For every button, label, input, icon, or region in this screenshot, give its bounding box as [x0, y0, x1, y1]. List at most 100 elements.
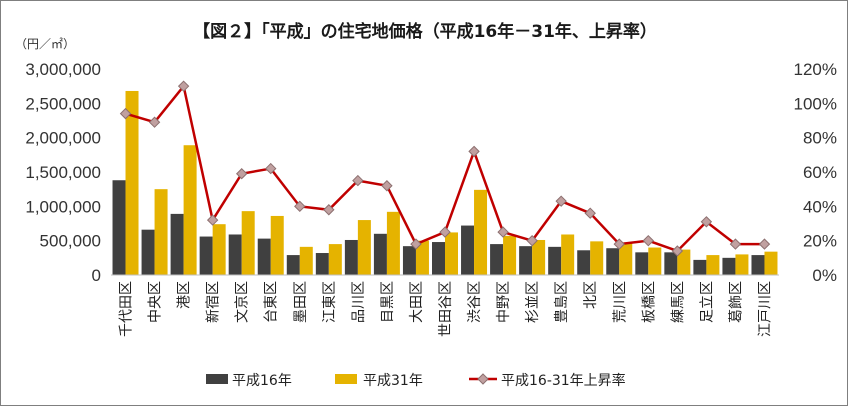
bar-h16 — [286, 255, 300, 275]
bar-h31 — [125, 90, 139, 276]
y-left-tick-label: 1,500,000 — [25, 163, 101, 182]
rate-marker — [758, 238, 771, 250]
rate-marker — [613, 238, 625, 250]
bar-h16 — [344, 239, 358, 275]
y-left-tick-labels: 0 500,000 1,000,000 1,500,000 2,000,000 2,500… — [25, 60, 101, 285]
bar-h16 — [577, 250, 591, 275]
y-right-tick-label: 40% — [803, 197, 837, 216]
category-label: 墨田区 — [293, 281, 309, 323]
category-label: 豊島区 — [554, 281, 570, 323]
y-left-tick-label: 2,500,000 — [25, 94, 101, 113]
bar-h31 — [357, 220, 371, 275]
bar-h16 — [722, 257, 736, 275]
bar-h16 — [664, 252, 678, 275]
category-label: 杉並区 — [525, 281, 541, 323]
bar-h16 — [751, 255, 765, 275]
bar-h16 — [461, 225, 475, 275]
bar-h16 — [373, 233, 387, 275]
y-right-tick-label: 100% — [794, 94, 837, 113]
rate-marker — [235, 168, 248, 180]
category-label: 港区 — [177, 281, 193, 309]
rate-marker — [323, 204, 335, 216]
rate-marker — [439, 226, 451, 238]
y-right-tick-labels: 0% 20% 40% 60% 80% 100% 120% — [794, 60, 837, 285]
category-label: 練馬区 — [670, 281, 686, 323]
bar-h31 — [677, 249, 691, 275]
bar-h31 — [154, 189, 168, 275]
bar-h16 — [257, 238, 271, 275]
rate-line-series — [119, 80, 771, 257]
bar-h16 — [228, 234, 242, 275]
rate-marker — [177, 80, 190, 92]
legend-label: 平成31年 — [363, 373, 423, 389]
bar-h31 — [503, 235, 517, 275]
bar-h31 — [764, 251, 778, 275]
bar-h31 — [415, 240, 429, 275]
y-left-tick-label: 1,000,000 — [25, 197, 101, 216]
rate-marker — [555, 195, 567, 207]
bar-h16 — [141, 229, 155, 275]
y-left-tick-label: 500,000 — [40, 232, 101, 251]
bar-h31 — [474, 189, 488, 275]
legend: 平成16年 平成31年 平成16-31年上昇率 — [206, 372, 626, 389]
rate-marker — [497, 226, 509, 238]
y-right-tick-label: 120% — [794, 60, 837, 79]
rate-marker — [148, 116, 161, 128]
rate-marker — [381, 180, 393, 192]
rate-marker — [119, 107, 132, 120]
rate-marker — [410, 238, 422, 250]
bar-h31 — [590, 241, 604, 275]
bar-h31 — [561, 234, 575, 275]
y-right-tick-label: 60% — [803, 163, 837, 182]
category-label: 渋谷区 — [467, 281, 483, 323]
bar-h16 — [199, 236, 213, 275]
bar-h16 — [432, 242, 445, 275]
category-label: 中央区 — [148, 281, 164, 323]
bar-h16 — [693, 259, 707, 275]
category-label: 北区 — [583, 281, 599, 309]
y-right-tick-label: 0% — [812, 266, 837, 285]
bar-h31 — [735, 254, 749, 275]
legend-swatch-h16 — [206, 374, 228, 384]
rate-marker — [265, 162, 277, 175]
bar-h31 — [270, 215, 284, 275]
rate-marker — [206, 214, 219, 226]
bar-h16 — [606, 248, 620, 275]
rate-marker — [468, 145, 480, 158]
rate-marker — [642, 234, 655, 247]
category-label: 板橋区 — [641, 281, 657, 323]
bar-h31 — [706, 255, 720, 275]
category-label: 荒川区 — [612, 281, 628, 323]
bar-h31 — [183, 145, 197, 275]
rate-marker — [584, 207, 596, 219]
bar-h16 — [402, 246, 416, 275]
category-label: 足立区 — [699, 281, 715, 323]
bar-h31 — [386, 211, 400, 275]
category-label: 台東区 — [264, 281, 280, 323]
legend-marker-swatch — [477, 373, 489, 385]
bar-h16 — [519, 246, 533, 275]
category-label: 江東区 — [322, 281, 338, 323]
category-label: 目黒区 — [380, 281, 396, 323]
category-label: 文京区 — [235, 281, 251, 323]
legend-swatch-h31 — [335, 374, 357, 384]
rate-marker — [671, 245, 684, 257]
chart-title: 【図２】「平成」の住宅地価格（平成16年－31年、上昇率） — [193, 21, 657, 42]
rate-marker — [352, 174, 364, 187]
bar-h31 — [445, 232, 458, 275]
bar-h16 — [490, 244, 504, 275]
bar-h16 — [635, 252, 649, 275]
bar-h31 — [241, 211, 255, 275]
category-label: 葛飾区 — [728, 281, 744, 323]
category-label: 新宿区 — [205, 281, 222, 323]
y-right-tick-label: 80% — [803, 129, 837, 148]
bar-h31 — [532, 239, 546, 275]
legend-label: 平成16-31年上昇率 — [501, 372, 626, 389]
y-axis-unit-label: （円／㎡） — [15, 37, 75, 51]
category-label: 大田区 — [409, 281, 425, 323]
y-left-tick-label: 2,000,000 — [25, 129, 101, 148]
category-labels: 千代田区 中央区 港区 新宿区 文京区 台東区 墨田区 江東区 品川区 目黒区 大田区 世田谷区 渋谷区… — [119, 281, 774, 337]
rate-marker — [729, 238, 742, 250]
